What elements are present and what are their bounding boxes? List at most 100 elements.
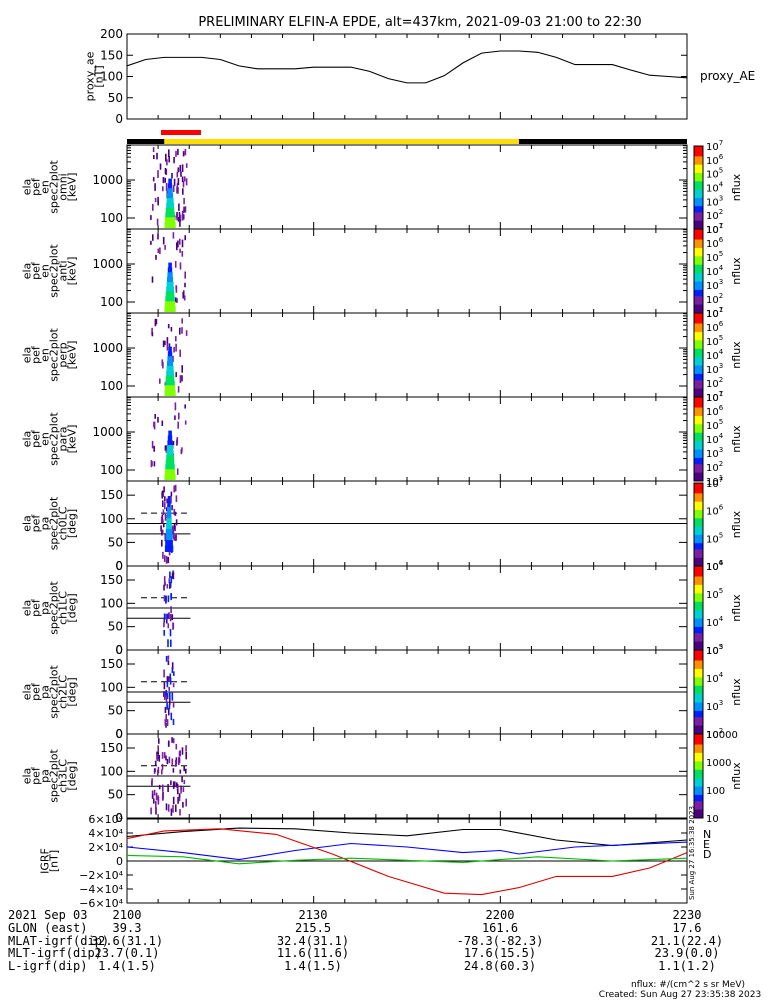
ylabel-line: pa: [39, 601, 52, 615]
ephem-value: 23.7(0.1): [94, 946, 159, 960]
colorbar-cell: [694, 199, 703, 203]
colorbar-cell: [694, 164, 703, 168]
spectrogram-cell: [171, 666, 174, 673]
colorbar-cell: [694, 237, 703, 240]
spectrogram-cell: [165, 464, 175, 471]
ylabel-line: perp: [57, 342, 70, 367]
spectrogram-cell: [157, 766, 160, 774]
colorbar-cell: [694, 809, 703, 813]
spectrogram-cell: [172, 525, 174, 534]
ylabel-line: [nT]: [48, 850, 61, 872]
spectrogram-cell: [167, 804, 170, 812]
spectrogram-cell: [166, 693, 169, 700]
ylabel-line: pef: [30, 514, 43, 533]
spectrogram-cell: [166, 512, 172, 519]
spectrogram-cell: [168, 578, 171, 584]
colorbar-cell: [694, 470, 703, 474]
spectrogram-cell: [171, 505, 173, 511]
colorbar-cell: [694, 346, 703, 350]
spectrogram-cell: [165, 529, 173, 536]
spectrogram-cell: [165, 207, 175, 214]
y-tick-label: 200: [100, 27, 123, 41]
spectrogram-cell: [177, 187, 179, 194]
ylabel-line: ela: [21, 768, 34, 785]
y-tick-label: 100: [100, 211, 123, 225]
spectrogram-cell: [174, 261, 177, 268]
colorbar-cell: [694, 727, 703, 731]
ylabel-line: [nT]: [93, 65, 106, 87]
colorbar-cell: [694, 239, 703, 243]
colorbar-cell: [694, 296, 703, 299]
ylabel-line: ela: [21, 263, 34, 280]
ylabel-line: spec2plot: [48, 412, 61, 466]
ephem-value: 21.1(22.4): [651, 934, 723, 948]
spectrogram-cell: [163, 622, 165, 628]
spectrogram-cell: [175, 743, 178, 750]
spectrogram-cell: [170, 495, 172, 504]
spectrogram-cell: [155, 807, 157, 815]
y-tick-label: 6×10⁴: [88, 813, 123, 826]
spectrogram-cell: [162, 551, 164, 559]
colorbar-cell: [694, 736, 703, 739]
spectrogram-cell: [182, 802, 184, 808]
spectrogram-cell: [167, 660, 170, 666]
colorbar-tick-label: 102: [706, 460, 723, 474]
spectrogram-cell: [172, 683, 175, 688]
colorbar-cell: [694, 656, 703, 659]
colorbar-cell: [694, 740, 703, 743]
spectrogram-cell: [155, 254, 157, 260]
spectrogram-cell: [170, 808, 173, 816]
colorbar-cell: [694, 283, 703, 287]
spectrogram-cell: [167, 356, 173, 363]
spectrogram-cell: [161, 539, 163, 547]
spectrogram-cell: [164, 244, 166, 250]
colorbar-cell: [694, 561, 703, 565]
spectrogram-cell: [185, 768, 187, 774]
colorbar-tick-label: 104: [706, 671, 724, 685]
colorbar-cell: [694, 576, 703, 580]
spectrogram-cell: [153, 461, 156, 467]
spectrogram-cell: [165, 613, 168, 620]
y-tick-label: 4×10⁴: [88, 827, 123, 840]
y-tick-label: 0: [115, 559, 123, 573]
colorbar-tick-label: 103: [706, 194, 723, 208]
colorbar-cell: [694, 708, 703, 712]
igrf-series-2: [126, 828, 688, 896]
colorbar-cell: [694, 526, 703, 530]
colorbar-cell: [694, 331, 703, 335]
spectrogram-cell: [172, 441, 175, 446]
colorbar-cell: [694, 660, 703, 664]
spectrogram-cell: [171, 737, 173, 743]
colorbar-label-text: nflux: [730, 678, 743, 706]
colorbar-tick-label: 101: [706, 222, 723, 236]
spectrogram-cell: [163, 617, 166, 623]
colorbar-cell: [694, 559, 703, 563]
proxy-ae-legend: proxy_AE: [700, 69, 755, 83]
spectrogram-cell: [161, 420, 164, 426]
colorbar-cell: [694, 453, 703, 457]
spectrogram-cell: [156, 218, 159, 226]
colorbar-cell: [694, 424, 703, 427]
colorbar-cell: [694, 608, 703, 611]
spectrogram-cell: [167, 435, 173, 442]
spectrogram-cell: [163, 681, 166, 690]
colorbar-cell: [694, 694, 703, 697]
spectrogram-cell: [181, 164, 184, 172]
y-tick-label: 100: [100, 512, 123, 526]
colorbar-cell: [694, 522, 703, 525]
spectrogram-cell: [167, 440, 173, 447]
colorbar-cell: [694, 384, 703, 387]
colorbar-tick-label: 103: [706, 278, 723, 292]
colorbar-cell: [694, 210, 703, 213]
colorbar-cell: [694, 152, 703, 155]
colorbar-cell: [694, 206, 703, 209]
colorbar-cell: [694, 436, 703, 440]
spectrogram-cell: [163, 613, 166, 619]
colorbar-cell: [694, 352, 703, 356]
spectrogram-cell: [181, 251, 184, 257]
colorbar-label: nflux: [730, 173, 743, 201]
colorbar-cell: [694, 273, 703, 276]
spectrogram-cell: [167, 639, 169, 648]
colorbar-cell: [694, 505, 703, 509]
